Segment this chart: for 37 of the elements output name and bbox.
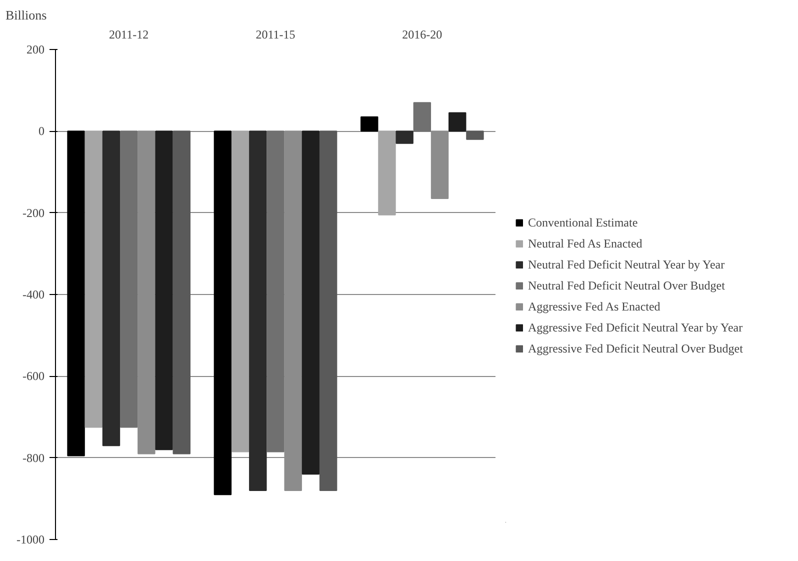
- bar: [466, 130, 484, 140]
- y-tick-label: 0: [38, 124, 44, 138]
- x-tick-label: 2011-12: [109, 28, 149, 42]
- bar: [120, 130, 138, 428]
- bar: [396, 130, 414, 144]
- bar: [231, 130, 250, 452]
- bar: [102, 130, 120, 446]
- legend-label: Neutral Fed Deficit Neutral Year by Year: [528, 257, 725, 272]
- bar: [413, 102, 432, 132]
- x-tick-label: 2016-20: [402, 28, 442, 42]
- bar: [302, 130, 320, 475]
- y-tick-label: -200: [22, 206, 45, 220]
- y-tick-label: 200: [26, 42, 44, 56]
- y-tick-label: -400: [22, 288, 45, 302]
- bar: [266, 130, 284, 452]
- y-tick-label: -1000: [16, 532, 45, 546]
- legend-label: Aggressive Fed As Enacted: [528, 299, 660, 314]
- y-tick-label: -800: [22, 450, 45, 465]
- bar: [67, 130, 85, 456]
- legend-label: Aggressive Fed Deficit Neutral Over Budget: [528, 341, 743, 356]
- legend-label: Conventional Estimate: [528, 215, 638, 230]
- x-tick-label: 2011-15: [256, 28, 296, 42]
- bar: [138, 130, 156, 454]
- bar: [84, 130, 102, 428]
- bar: [360, 116, 378, 132]
- bar: [249, 130, 267, 491]
- legend-label: Neutral Fed Deficit Neutral Over Budget: [528, 278, 725, 293]
- y-axis-title: Billions: [6, 8, 47, 22]
- legend-label: Aggressive Fed Deficit Neutral Year by Year: [528, 320, 743, 335]
- bar: [378, 130, 396, 216]
- bar: [155, 130, 173, 450]
- legend-label: Neutral Fed As Enacted: [528, 236, 642, 251]
- bar: [214, 130, 232, 496]
- y-tick-label: -600: [22, 369, 45, 384]
- bar: [319, 130, 338, 491]
- bar: [448, 112, 466, 132]
- bar: [172, 130, 190, 454]
